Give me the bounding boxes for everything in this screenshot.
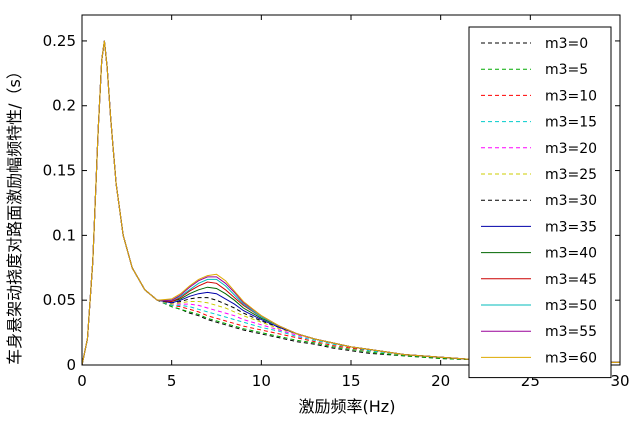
series-line-1 xyxy=(81,40,620,366)
legend-label-3: m3=15 xyxy=(545,115,597,131)
series-line-12 xyxy=(81,40,620,366)
y-tick-label-0: 0 xyxy=(66,356,76,374)
legend-label-9: m3=45 xyxy=(545,272,597,288)
legend-box xyxy=(468,26,612,379)
x-tick-label-2: 10 xyxy=(252,372,271,390)
series-layer xyxy=(81,40,620,366)
legend-label-6: m3=30 xyxy=(545,193,597,209)
x-tick-label-0: 0 xyxy=(77,372,87,390)
x-tick-label-1: 5 xyxy=(167,372,177,390)
x-tick-label-4: 20 xyxy=(431,372,450,390)
series-line-3 xyxy=(81,40,620,366)
x-tick-label-3: 15 xyxy=(341,372,360,390)
legend-label-5: m3=25 xyxy=(545,167,597,183)
legend-label-8: m3=40 xyxy=(545,246,597,262)
legend-label-4: m3=20 xyxy=(545,141,597,157)
series-line-0 xyxy=(81,40,620,366)
legend-label-12: m3=60 xyxy=(545,350,597,366)
legend-label-2: m3=10 xyxy=(545,88,597,104)
legend: m3=0 m3=5 m3=10 m3=15 m3=20 m3=25 m3=30 m3=35 m3… xyxy=(468,26,612,379)
y-axis-label: 车身悬架动挠度对路面激励幅频特性/（s） xyxy=(5,63,24,365)
legend-label-11: m3=55 xyxy=(545,324,597,340)
y-tick-label-2: 0.1 xyxy=(52,226,76,244)
legend-label-0: m3=0 xyxy=(545,36,588,52)
y-tick-label-3: 0.15 xyxy=(43,162,76,180)
legend-label-7: m3=35 xyxy=(545,219,597,235)
x-tick-label-6: 30 xyxy=(610,372,629,390)
legend-label-1: m3=5 xyxy=(545,62,588,78)
x-axis-label: 激励频率(Hz) xyxy=(299,397,396,416)
legend-label-10: m3=50 xyxy=(545,298,597,314)
y-tick-label-1: 0.05 xyxy=(43,291,76,309)
y-tick-label-5: 0.25 xyxy=(43,32,76,50)
y-tick-label-4: 0.2 xyxy=(52,97,76,115)
